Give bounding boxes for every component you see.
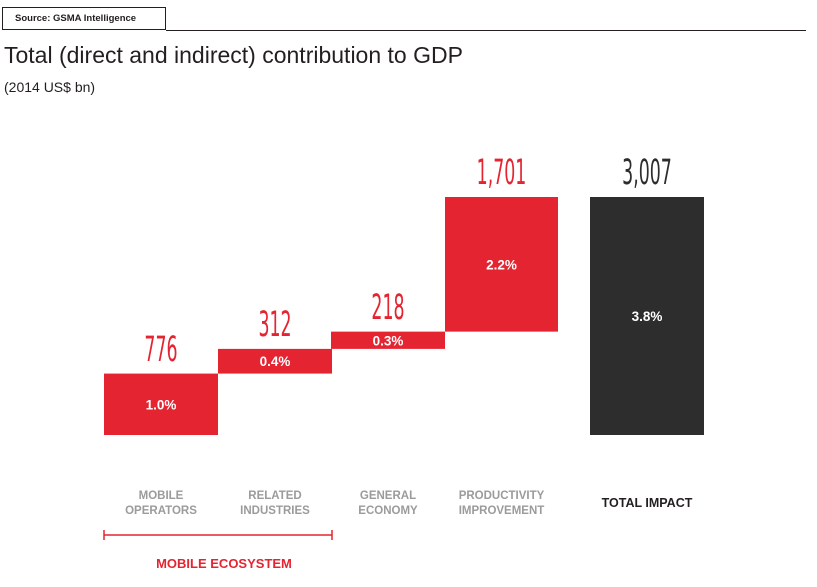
bar-1	[218, 348, 332, 374]
top-rule	[166, 30, 806, 31]
group-label: MOBILE ECOSYSTEM	[156, 556, 292, 571]
bar-3	[445, 197, 558, 332]
bar-value-label-0: 776	[144, 328, 177, 370]
category-label-2-0: GENERAL	[360, 490, 416, 502]
bar-share-label-2: 0.3%	[373, 333, 404, 348]
category-label-3-0: PRODUCTIVITY	[459, 490, 545, 502]
category-label-0-1: OPERATORS	[125, 505, 197, 517]
category-label-1-1: INDUSTRIES	[240, 505, 310, 517]
category-label-4-0: TOTAL IMPACT	[602, 496, 693, 510]
category-label-3-1: IMPROVEMENT	[459, 505, 545, 517]
bar-share-label-0: 1.0%	[146, 397, 177, 412]
category-label-0-0: MOBILE	[139, 490, 184, 502]
bar-share-label-1: 0.4%	[260, 354, 291, 369]
source-label: Source: GSMA Intelligence	[15, 13, 137, 24]
bar-value-label-1: 312	[258, 303, 291, 345]
bar-value-label-4: 3,007	[622, 151, 672, 193]
chart-title: Total (direct and indirect) contribution…	[4, 42, 463, 68]
bar-value-label-3: 1,701	[477, 151, 527, 193]
chart-subtitle: (2014 US$ bn)	[4, 79, 96, 95]
category-label-2-1: ECONOMY	[358, 505, 418, 517]
bar-2	[331, 331, 445, 349]
bar-value-label-2: 218	[371, 286, 404, 328]
bar-4	[590, 197, 704, 435]
category-label-1-0: RELATED	[248, 490, 301, 502]
bar-0	[104, 373, 218, 435]
source-box: Source: GSMA Intelligence	[2, 7, 166, 30]
bar-share-label-4: 3.8%	[632, 309, 663, 324]
bar-share-label-3: 2.2%	[486, 257, 517, 272]
